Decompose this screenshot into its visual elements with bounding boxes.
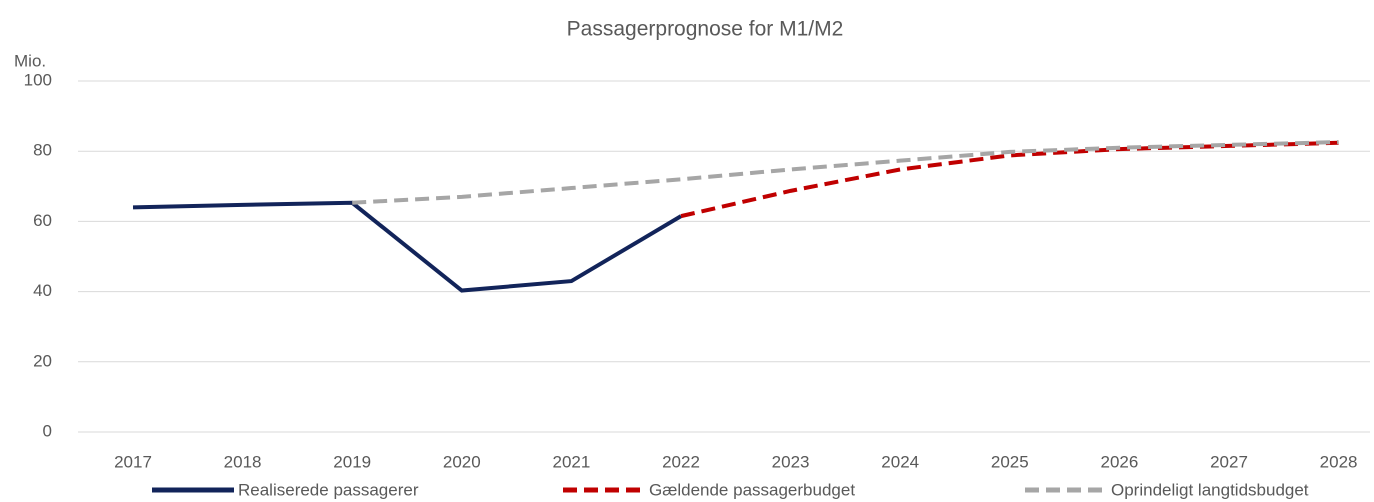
series-line — [680, 140, 1339, 219]
y-tick-label: 40 — [33, 281, 52, 300]
y-tick-label: 80 — [33, 141, 52, 160]
y-tick-label: 100 — [24, 70, 52, 89]
x-tick-label: 2027 — [1210, 452, 1248, 471]
y-axis-label: Mio. — [14, 51, 46, 70]
x-tick-label: 2019 — [333, 452, 371, 471]
x-tick-label: 2025 — [991, 452, 1029, 471]
x-tick-label: 2021 — [552, 452, 590, 471]
legend-label: Gældende passagerbudget — [649, 480, 855, 499]
x-tick-label: 2028 — [1320, 452, 1358, 471]
x-tick-label: 2017 — [114, 452, 152, 471]
x-tick-label: 2022 — [662, 452, 700, 471]
chart-title: Passagerprognose for M1/M2 — [567, 18, 844, 41]
y-tick-label: 20 — [33, 351, 52, 370]
y-tick-label: 60 — [33, 211, 52, 230]
x-tick-label: 2026 — [1100, 452, 1138, 471]
y-tick-label: 0 — [43, 421, 52, 440]
legend-label: Realiserede passagerer — [238, 480, 419, 499]
x-tick-label: 2023 — [772, 452, 810, 471]
series-line — [352, 140, 1339, 205]
x-tick-label: 2020 — [443, 452, 481, 471]
x-tick-label: 2024 — [881, 452, 919, 471]
x-tick-label: 2018 — [224, 452, 262, 471]
legend-label: Oprindeligt langtidsbudget — [1111, 480, 1309, 499]
series-line — [132, 200, 683, 293]
